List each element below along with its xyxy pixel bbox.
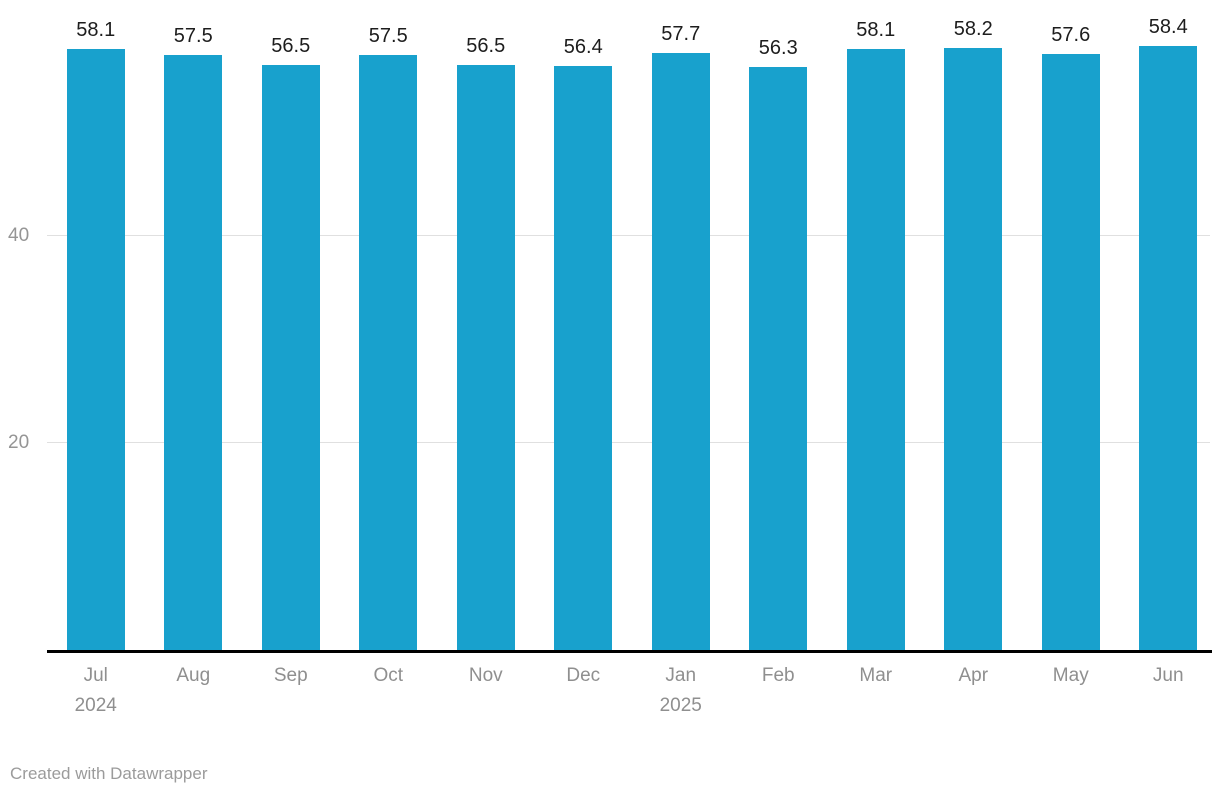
plot-area: 58.1 57.5 56.5 57.5 56.5 56.4 57.7 56.3 58.1 58.2…: [8, 0, 1217, 650]
bar: [554, 66, 613, 650]
bar-group-may: 57.6: [1022, 0, 1120, 650]
bar-group-oct: 57.5: [340, 0, 438, 650]
x-tick-label-dec: Dec: [535, 661, 633, 721]
bar-value-label: 56.5: [271, 35, 311, 58]
datawrapper-credit: Created with Datawrapper: [10, 764, 208, 783]
bar-value-label: 58.4: [1148, 15, 1188, 38]
bar-value-label: 58.2: [953, 17, 993, 40]
bar: [1139, 45, 1198, 650]
x-tick-month: Nov: [468, 665, 503, 686]
bar-value-label: 57.5: [368, 24, 408, 47]
bar: [846, 48, 905, 650]
bar: [651, 52, 710, 650]
x-tick-label-may: May: [1022, 661, 1120, 721]
x-tick-month: Sep: [273, 665, 308, 686]
x-tick-month: Apr: [958, 665, 989, 686]
x-tick-month: Jan: [665, 665, 697, 686]
x-tick-label-sep: Sep: [242, 661, 340, 721]
y-tick-label-20: 20: [8, 432, 30, 453]
x-tick-label-nov: Nov: [437, 661, 535, 721]
bar: [1041, 53, 1100, 650]
bar-group-dec: 56.4: [535, 0, 633, 650]
x-axis-line: [47, 650, 1212, 653]
bar-group-aug: 57.5: [145, 0, 243, 650]
x-tick-label-mar: Mar: [827, 661, 925, 721]
bar-value-label: 58.1: [856, 18, 896, 41]
bar-group-jan-2025: 57.7: [632, 0, 730, 650]
bar-group-jun: 58.4: [1120, 0, 1218, 650]
x-tick-label-aug: Aug: [145, 661, 243, 721]
x-tick-label-jul: Jul 2024: [47, 661, 145, 721]
x-tick-month: Oct: [373, 665, 404, 686]
x-tick-label-oct: Oct: [340, 661, 438, 721]
bar-group-nov: 56.5: [437, 0, 535, 650]
x-tick-label-apr: Apr: [925, 661, 1023, 721]
bar: [944, 47, 1003, 650]
x-tick-year: 2025: [659, 695, 702, 716]
bar-value-label: 58.1: [76, 18, 116, 41]
bar-group-sep: 56.5: [242, 0, 340, 650]
x-tick-label-jan: Jan 2025: [632, 661, 730, 721]
x-tick-label-feb: Feb: [730, 661, 828, 721]
x-tick-month: Jul: [83, 665, 108, 686]
bar: [66, 48, 125, 650]
bar-value-label: 57.5: [173, 24, 213, 47]
x-tick-month: Jun: [1152, 665, 1184, 686]
x-tick-label-jun: Jun: [1120, 661, 1218, 721]
x-tick-month: Feb: [761, 665, 795, 686]
bar: [456, 65, 515, 650]
bar: [261, 65, 320, 650]
bars-row: 58.1 57.5 56.5 57.5 56.5 56.4 57.7 56.3 58.1 58.2…: [47, 0, 1217, 650]
bar-value-label: 57.7: [661, 22, 701, 45]
bar: [749, 67, 808, 650]
bar: [164, 54, 223, 650]
bar-value-label: 57.6: [1051, 23, 1091, 46]
bar-group-mar: 58.1: [827, 0, 925, 650]
x-tick-month: May: [1052, 665, 1089, 686]
x-tick-month: Aug: [176, 665, 211, 686]
bar-value-label: 56.3: [758, 37, 798, 60]
bar-value-label: 56.4: [563, 36, 603, 59]
bar-value-label: 56.5: [466, 35, 506, 58]
bar-group-feb: 56.3: [730, 0, 828, 650]
x-axis-labels: Jul 2024 Aug Sep Oct Nov Dec Jan 2025 Feb Mar Apr Ma…: [47, 661, 1217, 721]
y-tick-label-40: 40: [8, 225, 30, 246]
x-tick-month: Dec: [566, 665, 601, 686]
gridline-y-20: [47, 442, 1210, 443]
bar-group-apr: 58.2: [925, 0, 1023, 650]
bar: [359, 54, 418, 650]
bar-group-jul-2024: 58.1: [47, 0, 145, 650]
x-tick-month: Mar: [859, 665, 893, 686]
gridline-y-40: [47, 235, 1210, 236]
x-tick-year: 2024: [74, 695, 117, 716]
